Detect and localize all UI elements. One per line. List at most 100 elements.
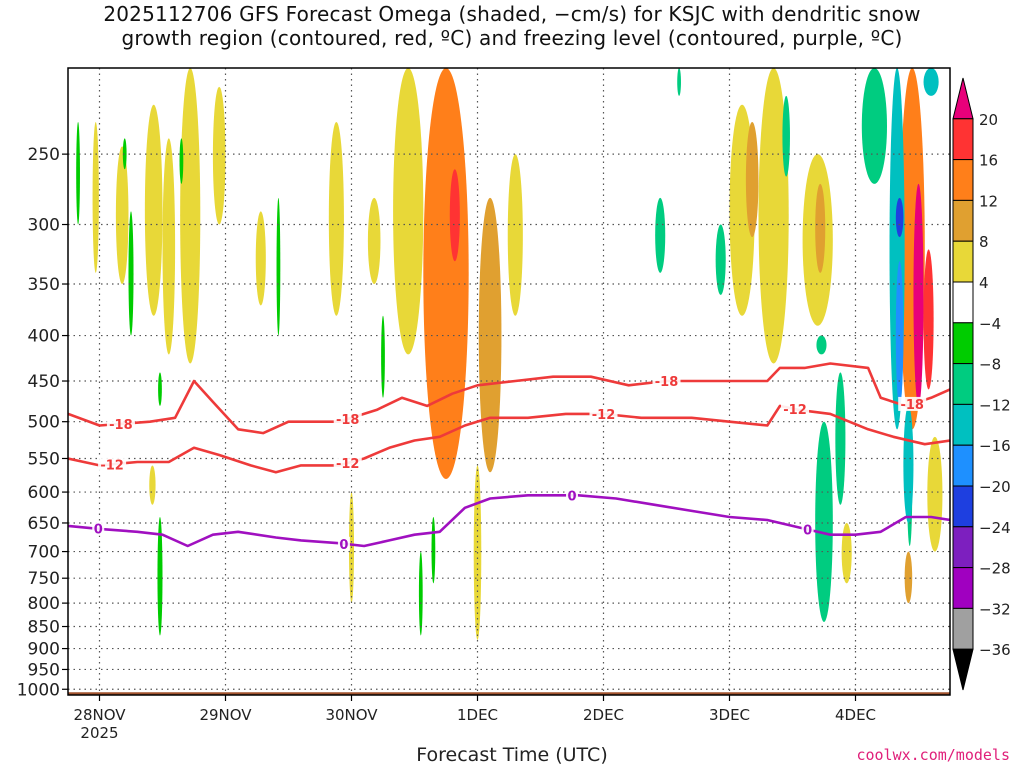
credit-text: coolwx.com/models [856, 746, 1010, 764]
omega-positive-blob [507, 154, 523, 316]
omega-positive-blob [423, 68, 469, 479]
contour-label-bg [333, 456, 362, 471]
y-tick-label: 700 [28, 543, 60, 563]
x-tick-label: 1DEC [457, 706, 498, 724]
omega-positive-blob [144, 104, 163, 316]
colorbar-label: 12 [979, 192, 998, 210]
omega-negative-blob [276, 197, 281, 336]
contour-label-bg [106, 416, 135, 431]
colorbar-cell [952, 444, 974, 487]
contour-label-bg [898, 396, 927, 411]
x-tick-label: 30NOV [325, 706, 378, 724]
colorbar-cell [952, 199, 974, 242]
colorbar-label: −16 [979, 437, 1011, 455]
chart-title: 2025112706 GFS Forecast Omega (shaded, −… [0, 2, 1024, 50]
x-tick-label: 28NOV [73, 706, 126, 724]
omega-positive-blob [923, 249, 934, 390]
colorbar-cell [952, 322, 974, 365]
contour-label-bg [98, 457, 127, 472]
grid-lines [68, 68, 950, 695]
y-tick-label: 850 [28, 618, 60, 638]
chart-title-line1: 2025112706 GFS Forecast Omega (shaded, −… [103, 2, 921, 26]
y-tick-label: 550 [28, 449, 60, 469]
omega-negative-blob [895, 261, 904, 406]
colorbar-label: −24 [979, 519, 1011, 537]
contour-label: -12 [336, 457, 360, 472]
y-tick-label: 900 [28, 640, 60, 660]
x-tick-label: 29NOV [199, 706, 252, 724]
omega-positive-blob [180, 68, 201, 364]
contour-line [68, 362, 950, 435]
y-tick-label: 400 [28, 327, 60, 347]
omega-negative-blob [128, 211, 134, 336]
colorbar-cell [952, 526, 974, 569]
omega-negative-blob [816, 335, 827, 355]
omega-positive-blob [393, 68, 424, 355]
contour-label-bg [781, 402, 810, 417]
omega-positive-blob [92, 121, 99, 273]
colorbar-arrow-bottom [952, 648, 974, 691]
y-tick-label: 250 [28, 145, 60, 165]
colorbar: 20 16 12 8 4 −4 −8 −12 −16 −20 −24 −28 −32 −36 [952, 77, 1011, 691]
omega-negative-blob [381, 315, 385, 398]
colorbar-label: −8 [979, 356, 1001, 374]
omega-positive-blob [162, 138, 176, 355]
omega-positive-blob [927, 436, 943, 552]
contour-label-bg [566, 488, 578, 503]
y-tick-label: 750 [28, 569, 60, 589]
omega-negative-blob [158, 372, 162, 406]
y-tick-label: 350 [28, 275, 60, 295]
x-tick-label: 2DEC [583, 706, 624, 724]
colorbar-label: −32 [979, 600, 1011, 618]
colorbar-label: −28 [979, 560, 1011, 578]
x-tick-label: 4DEC [835, 706, 876, 724]
y-tick-label: 600 [28, 483, 60, 503]
contour-label-bg [801, 522, 814, 537]
y-tick-label: 950 [28, 660, 60, 680]
colorbar-cell [952, 281, 974, 324]
omega-positive-blob [913, 183, 924, 406]
contour-label: -18 [109, 418, 133, 433]
omega-negative-blob [923, 68, 939, 96]
x-tick-label: 3DEC [709, 706, 750, 724]
omega-positive-blob [367, 197, 381, 285]
contour-label-bg [333, 411, 362, 426]
contour-label: 0 [339, 538, 348, 553]
y-tick-label: 650 [28, 514, 60, 534]
omega-negative-blob [715, 224, 726, 295]
omega-negative-blob [179, 138, 184, 184]
contour-label: -12 [592, 408, 616, 423]
contour-label: -18 [900, 398, 924, 413]
omega-positive-blob [255, 211, 266, 306]
omega-positive-blob [449, 169, 460, 262]
omega-positive-blob [149, 465, 156, 505]
contour-label-bg [92, 521, 105, 536]
omega-negative-blob [677, 68, 681, 96]
omega-positive-blob [115, 146, 129, 285]
contour-label-bg [337, 536, 350, 551]
omega-positive-blob [758, 68, 789, 364]
colorbar-cell [952, 363, 974, 405]
colorbar-cell [952, 567, 974, 609]
omega-negative-blob [815, 421, 833, 622]
contour-line [68, 494, 950, 548]
colorbar-cell [952, 403, 974, 446]
omega-negative-blob [76, 121, 80, 225]
colorbar-arrow-top [952, 77, 974, 120]
omega-positive-blob [212, 86, 226, 225]
surface-terrain [68, 692, 950, 695]
y-tick-label: 450 [28, 372, 60, 392]
contour-label-bg [589, 406, 618, 421]
omega-negative-blob [782, 95, 790, 177]
omega-positive-blob [745, 121, 759, 238]
plot-area: -18 -18 -18 -18 -12 -12 -12 -12 0 0 0 0 [68, 68, 950, 695]
y-tick-label: 800 [28, 594, 60, 614]
omega-negative-blob [418, 551, 423, 636]
omega-positive-blob [328, 121, 344, 316]
omega-negative-blob [655, 197, 666, 273]
chart-title-line2: growth region (contoured, red, ºC) and f… [121, 26, 903, 50]
y-tick-label: 300 [28, 216, 60, 236]
colorbar-cell [952, 159, 974, 201]
colorbar-cell [952, 607, 974, 650]
y-tick-label: 500 [28, 413, 60, 433]
